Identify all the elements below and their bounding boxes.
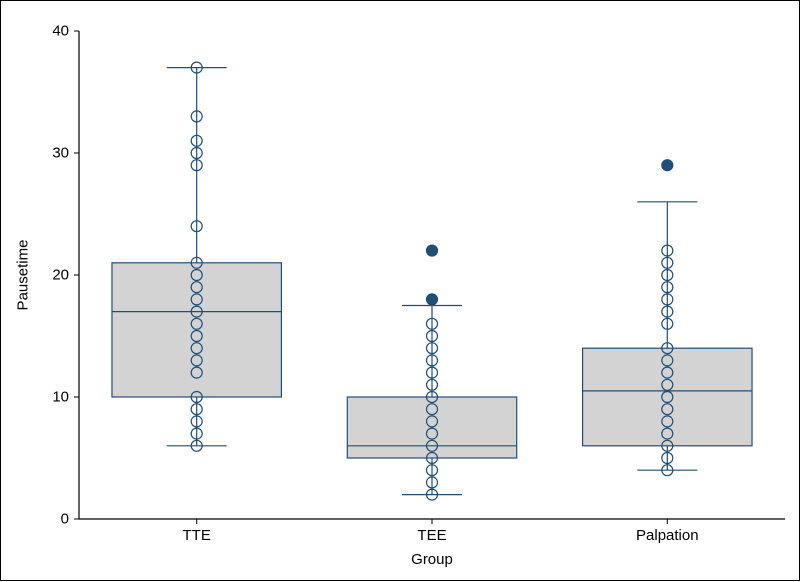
y-tick-label: 30	[1, 145, 69, 162]
y-tick-label: 0	[1, 511, 69, 528]
y-tick-label: 10	[1, 389, 69, 406]
x-axis-title: Group	[411, 551, 453, 568]
x-tick-label: TTE	[183, 527, 211, 544]
y-tick-label: 20	[1, 267, 69, 284]
boxplot-chart: 0 10 20 30 40 TTE TEE Palpation Pausetime Group	[0, 0, 800, 581]
y-tick-label: 40	[1, 23, 69, 40]
plot-area	[79, 31, 785, 519]
x-tick-label: TEE	[417, 527, 446, 544]
x-tick-label: Palpation	[636, 527, 699, 544]
y-axis-title: Pausetime	[15, 240, 32, 311]
